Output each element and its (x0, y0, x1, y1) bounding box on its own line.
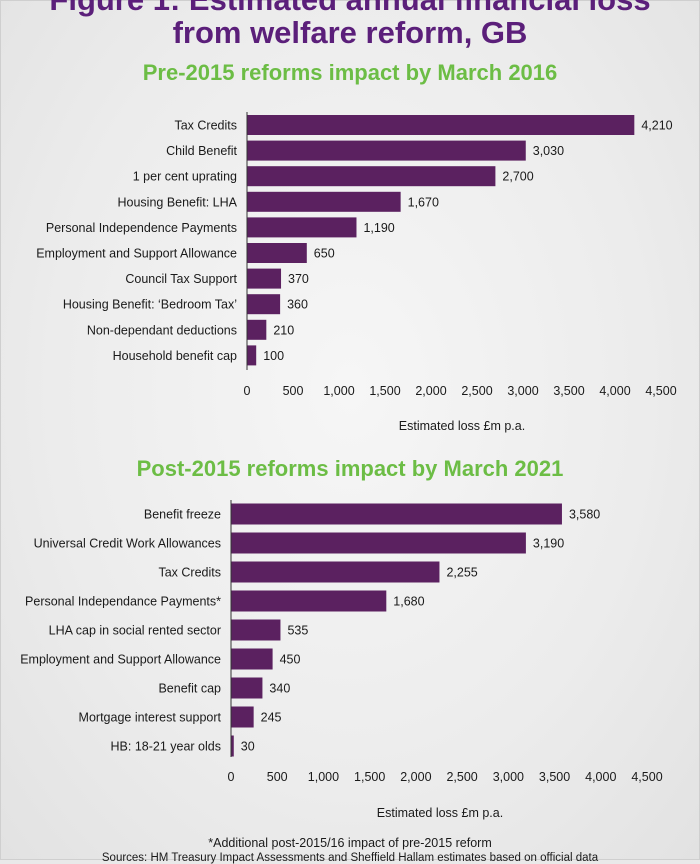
figure-title-line1: Figure 1: Estimated annual financial los… (0, 0, 700, 18)
chart2-tick-label: 2,500 (446, 770, 477, 784)
chart1-bar (247, 115, 635, 135)
chart1-data-label: 370 (288, 272, 309, 286)
chart1-category-label: Personal Independence Payments (46, 221, 237, 235)
chart1-data-label: 360 (287, 298, 308, 312)
chart2-bar (231, 706, 254, 728)
chart1-data-label: 100 (263, 349, 284, 363)
chart1-tick-label: 500 (283, 384, 304, 398)
chart2-tick-label: 3,500 (539, 770, 570, 784)
chart2-tick-label: 3,000 (493, 770, 524, 784)
chart2-data-label: 3,190 (533, 537, 564, 551)
chart2-bar (231, 677, 263, 699)
chart2-bar (231, 503, 562, 525)
chart1-category-label: Child Benefit (166, 144, 237, 158)
chart1-category-label: Housing Benefit: ‘Bedroom Tax’ (63, 298, 237, 312)
chart1-tick-label: 2,500 (461, 384, 492, 398)
chart1-bar (247, 243, 307, 263)
chart1-category-label: Employment and Support Allowance (36, 247, 237, 261)
chart1-tick-label: 4,500 (645, 384, 676, 398)
chart1-data-label: 1,670 (408, 195, 439, 209)
chart1-data-label: 4,210 (641, 119, 672, 133)
chart1-category-label: Household benefit cap (113, 349, 237, 363)
chart1-title: Pre-2015 reforms impact by March 2016 (142, 60, 558, 85)
chart2-bar (231, 532, 526, 554)
figure-title-line2: from welfare reform, GB (172, 15, 528, 50)
chart1-bar (247, 345, 257, 366)
source-note: Sources: HM Treasury Impact Assessments … (101, 852, 599, 864)
chart1-category-label: Tax Credits (174, 119, 237, 133)
chart1-data-label: 210 (273, 323, 294, 337)
chart1-bar (247, 294, 281, 315)
chart2-title: Post-2015 reforms impact by March 2021 (136, 456, 564, 481)
chart2-data-label: 3,580 (569, 508, 600, 522)
chart2-category-label: Universal Credit Work Allowances (34, 537, 221, 551)
chart2-category-label: Personal Independance Payments* (25, 595, 221, 609)
chart2-tick-label: 4,500 (631, 770, 662, 784)
chart1-bar (247, 140, 526, 161)
chart2-bar (231, 619, 281, 641)
chart2-data-label: 30 (241, 740, 255, 754)
chart1-x-axis-label: Estimated loss £m p.a. (399, 419, 525, 433)
chart2-bar (231, 648, 273, 670)
chart1-tick-label: 4,000 (599, 384, 630, 398)
chart2-tick-label: 4,000 (585, 770, 616, 784)
chart2-tick-label: 1,500 (354, 770, 385, 784)
chart1-data-label: 650 (314, 247, 335, 261)
chart1-bar (247, 319, 267, 340)
chart2-data-label: 2,255 (446, 566, 477, 580)
chart1-category-label: Housing Benefit: LHA (117, 195, 237, 209)
chart2-data-label: 245 (261, 711, 282, 725)
chart2-bar (231, 561, 440, 583)
chart2-data-label: 535 (287, 624, 308, 638)
chart1-bar (247, 166, 496, 187)
chart2-category-label: LHA cap in social rented sector (49, 624, 221, 638)
chart2-category-label: Tax Credits (158, 566, 221, 580)
chart2-tick-label: 0 (228, 770, 235, 784)
chart2-tick-label: 2,000 (400, 770, 431, 784)
chart1-data-label: 1,190 (363, 221, 394, 235)
chart1-tick-label: 3,000 (507, 384, 538, 398)
chart2-tick-label: 1,000 (308, 770, 339, 784)
chart2-category-label: HB: 18-21 year olds (111, 740, 221, 754)
chart1-category-label: Non-dependant deductions (87, 323, 237, 337)
chart1-bar (247, 217, 357, 238)
chart1-category-label: Council Tax Support (125, 272, 237, 286)
chart1-tick-label: 1,500 (369, 384, 400, 398)
chart2-category-label: Benefit freeze (144, 508, 221, 522)
chart1-tick-label: 0 (244, 384, 251, 398)
chart1-data-label: 2,700 (502, 170, 533, 184)
chart2-data-label: 450 (280, 653, 301, 667)
chart1-tick-label: 1,000 (323, 384, 354, 398)
chart1-tick-label: 2,000 (415, 384, 446, 398)
chart2-category-label: Employment and Support Allowance (20, 653, 221, 667)
chart1-bar (247, 268, 282, 289)
chart1-category-label: 1 per cent uprating (133, 170, 237, 184)
chart2-bar (231, 590, 387, 612)
chart2-category-label: Benefit cap (158, 682, 221, 696)
chart2-data-label: 340 (269, 682, 290, 696)
chart2-x-axis-label: Estimated loss £m p.a. (377, 806, 503, 820)
chart2-data-label: 1,680 (393, 595, 424, 609)
chart1-bar (247, 191, 401, 212)
chart1-plot: Tax Credits 4,210 Child Benefit 3,030 1 per … (36, 112, 677, 433)
chart2-category-label: Mortgage interest support (79, 711, 222, 725)
chart2-tick-label: 500 (267, 770, 288, 784)
footnote: *Additional post-2015/16 impact of pre-2… (208, 836, 492, 850)
chart1-tick-label: 3,500 (553, 384, 584, 398)
chart2-bar (231, 735, 234, 757)
chart1-data-label: 3,030 (533, 144, 564, 158)
